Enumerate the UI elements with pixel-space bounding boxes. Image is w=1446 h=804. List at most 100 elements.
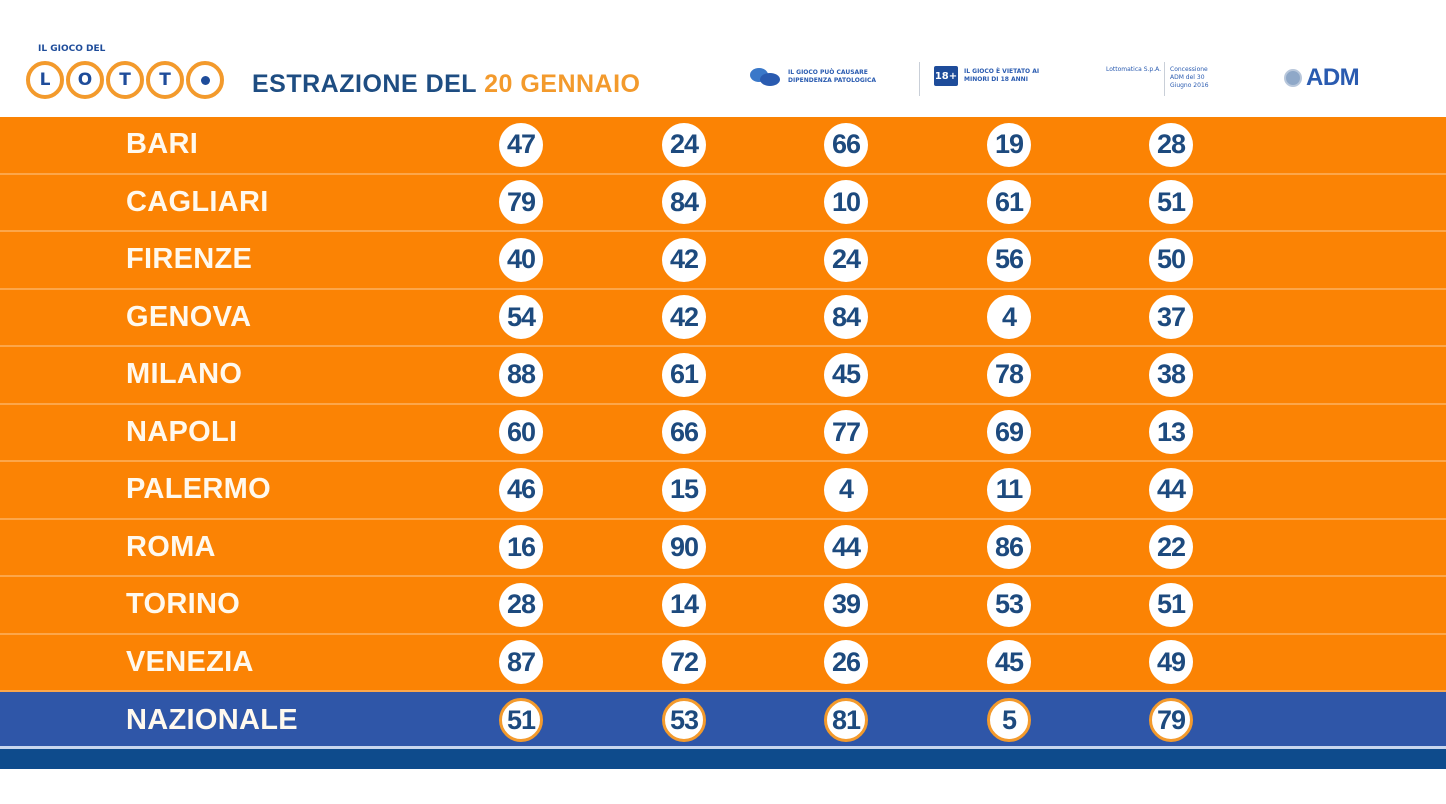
number-ball: 66 [824,122,868,167]
number-ball: 61 [987,180,1031,225]
page-title: ESTRAZIONE DEL 20 GENNAIO [252,70,641,99]
number-ball: 26 [824,640,868,685]
logo-balls: L O T T O [26,61,224,99]
number-ball: 77 [824,410,868,455]
table-row: VENEZIA 87 72 26 45 49 [0,634,1446,692]
number-ball: 42 [662,295,706,340]
number-ball: 56 [987,237,1031,282]
number-ball: 88 [499,352,543,397]
number-ball: 16 [499,525,543,570]
number-ball: 13 [1149,410,1193,455]
number-ball: 37 [1149,295,1193,340]
city-name: PALERMO [126,473,271,506]
table-row-nazionale: NAZIONALE 51 53 81 5 79 [0,692,1446,748]
number-ball: 79 [1149,698,1193,742]
number-ball: 19 [987,122,1031,167]
adm-emblem-icon [1284,69,1302,87]
table-row: GENOVA 54 42 84 4 37 [0,289,1446,347]
city-name: CAGLIARI [126,185,269,218]
notice-minors-text: IL GIOCO È VIETATO AI MINORI DI 18 ANNI [964,68,1040,83]
operator-text: Lottomatica S.p.A. [1106,66,1162,73]
number-ball: 10 [824,180,868,225]
number-ball: 44 [824,525,868,570]
number-ball: 90 [662,525,706,570]
results-table: BARI 47 24 66 19 28 CAGLIARI 79 84 10 61… [0,117,1446,748]
divider [1164,62,1165,96]
table-row: NAPOLI 60 66 77 69 13 [0,404,1446,462]
city-name: MILANO [126,358,243,391]
number-ball: 45 [987,640,1031,685]
table-row: BARI 47 24 66 19 28 [0,117,1446,175]
number-ball: 81 [824,698,868,742]
table-row: MILANO 88 61 45 78 38 [0,347,1446,405]
number-ball: 61 [662,352,706,397]
number-ball: 51 [499,698,543,742]
number-ball: 38 [1149,352,1193,397]
number-ball: 53 [662,698,706,742]
number-ball: 40 [499,237,543,282]
logo-ball: T [146,61,184,99]
number-ball: 15 [662,467,706,512]
footer-divider [0,746,1446,749]
divider [919,62,920,96]
number-ball: 87 [499,640,543,685]
brain-warning-icon [748,66,782,88]
table-row: PALERMO 46 15 4 11 44 [0,462,1446,520]
number-ball: 51 [1149,582,1193,627]
number-ball: 42 [662,237,706,282]
notice-operator: Lottomatica S.p.A. [1106,66,1162,74]
number-ball: 86 [987,525,1031,570]
number-ball: 72 [662,640,706,685]
logo-ball: T [106,61,144,99]
city-name: ROMA [126,530,216,563]
number-ball: 53 [987,582,1031,627]
number-ball: 39 [824,582,868,627]
number-ball: 69 [987,410,1031,455]
age-18-icon: 18+ [934,66,958,86]
footer-bar [0,749,1446,769]
city-name: NAZIONALE [126,703,298,736]
number-ball: 84 [824,295,868,340]
concession-text: Concessione ADM del 30 Giugno 2016 [1170,66,1209,89]
city-name: BARI [126,128,199,161]
number-ball: 11 [987,467,1031,512]
number-ball: 51 [1149,180,1193,225]
notice-concession: Concessione ADM del 30 Giugno 2016 [1170,66,1222,90]
draw-date: 20 GENNAIO [484,70,641,98]
number-ball: 22 [1149,525,1193,570]
number-ball: 47 [499,122,543,167]
number-ball: 24 [662,122,706,167]
number-ball: 66 [662,410,706,455]
number-ball: 78 [987,352,1031,397]
table-row: TORINO 28 14 39 53 51 [0,577,1446,635]
logo-ball: L [26,61,64,99]
number-ball: 28 [1149,122,1193,167]
city-name: TORINO [126,588,241,621]
table-row: ROMA 16 90 44 86 22 [0,519,1446,577]
number-ball: 24 [824,237,868,282]
logo-caption: IL GIOCO DEL [38,44,106,54]
logo-ball-final [186,61,224,99]
number-ball: 5 [987,698,1031,742]
title-prefix: ESTRAZIONE DEL [252,70,477,98]
number-ball: 79 [499,180,543,225]
number-ball: 44 [1149,467,1193,512]
number-ball: 4 [987,295,1031,340]
number-ball: 60 [499,410,543,455]
header: IL GIOCO DEL L O T T O ESTRAZIONE DEL 20… [0,0,1446,117]
number-ball: 28 [499,582,543,627]
notice-addiction-text: IL GIOCO PUÒ CAUSARE DIPENDENZA PATOLOGI… [788,69,877,84]
notice-addiction: IL GIOCO PUÒ CAUSARE DIPENDENZA PATOLOGI… [748,66,906,88]
notice-minors: 18+ IL GIOCO È VIETATO AI MINORI DI 18 A… [934,66,1064,86]
number-ball: 4 [824,467,868,512]
number-ball: 84 [662,180,706,225]
dot-icon [200,75,210,85]
lotto-logo: IL GIOCO DEL L O T T O [26,44,224,106]
number-ball: 50 [1149,237,1193,282]
city-name: FIRENZE [126,243,253,276]
city-name: VENEZIA [126,645,254,678]
number-ball: 14 [662,582,706,627]
table-row: FIRENZE 40 42 24 56 50 [0,232,1446,290]
city-name: GENOVA [126,300,252,333]
logo-ball: O [66,61,104,99]
